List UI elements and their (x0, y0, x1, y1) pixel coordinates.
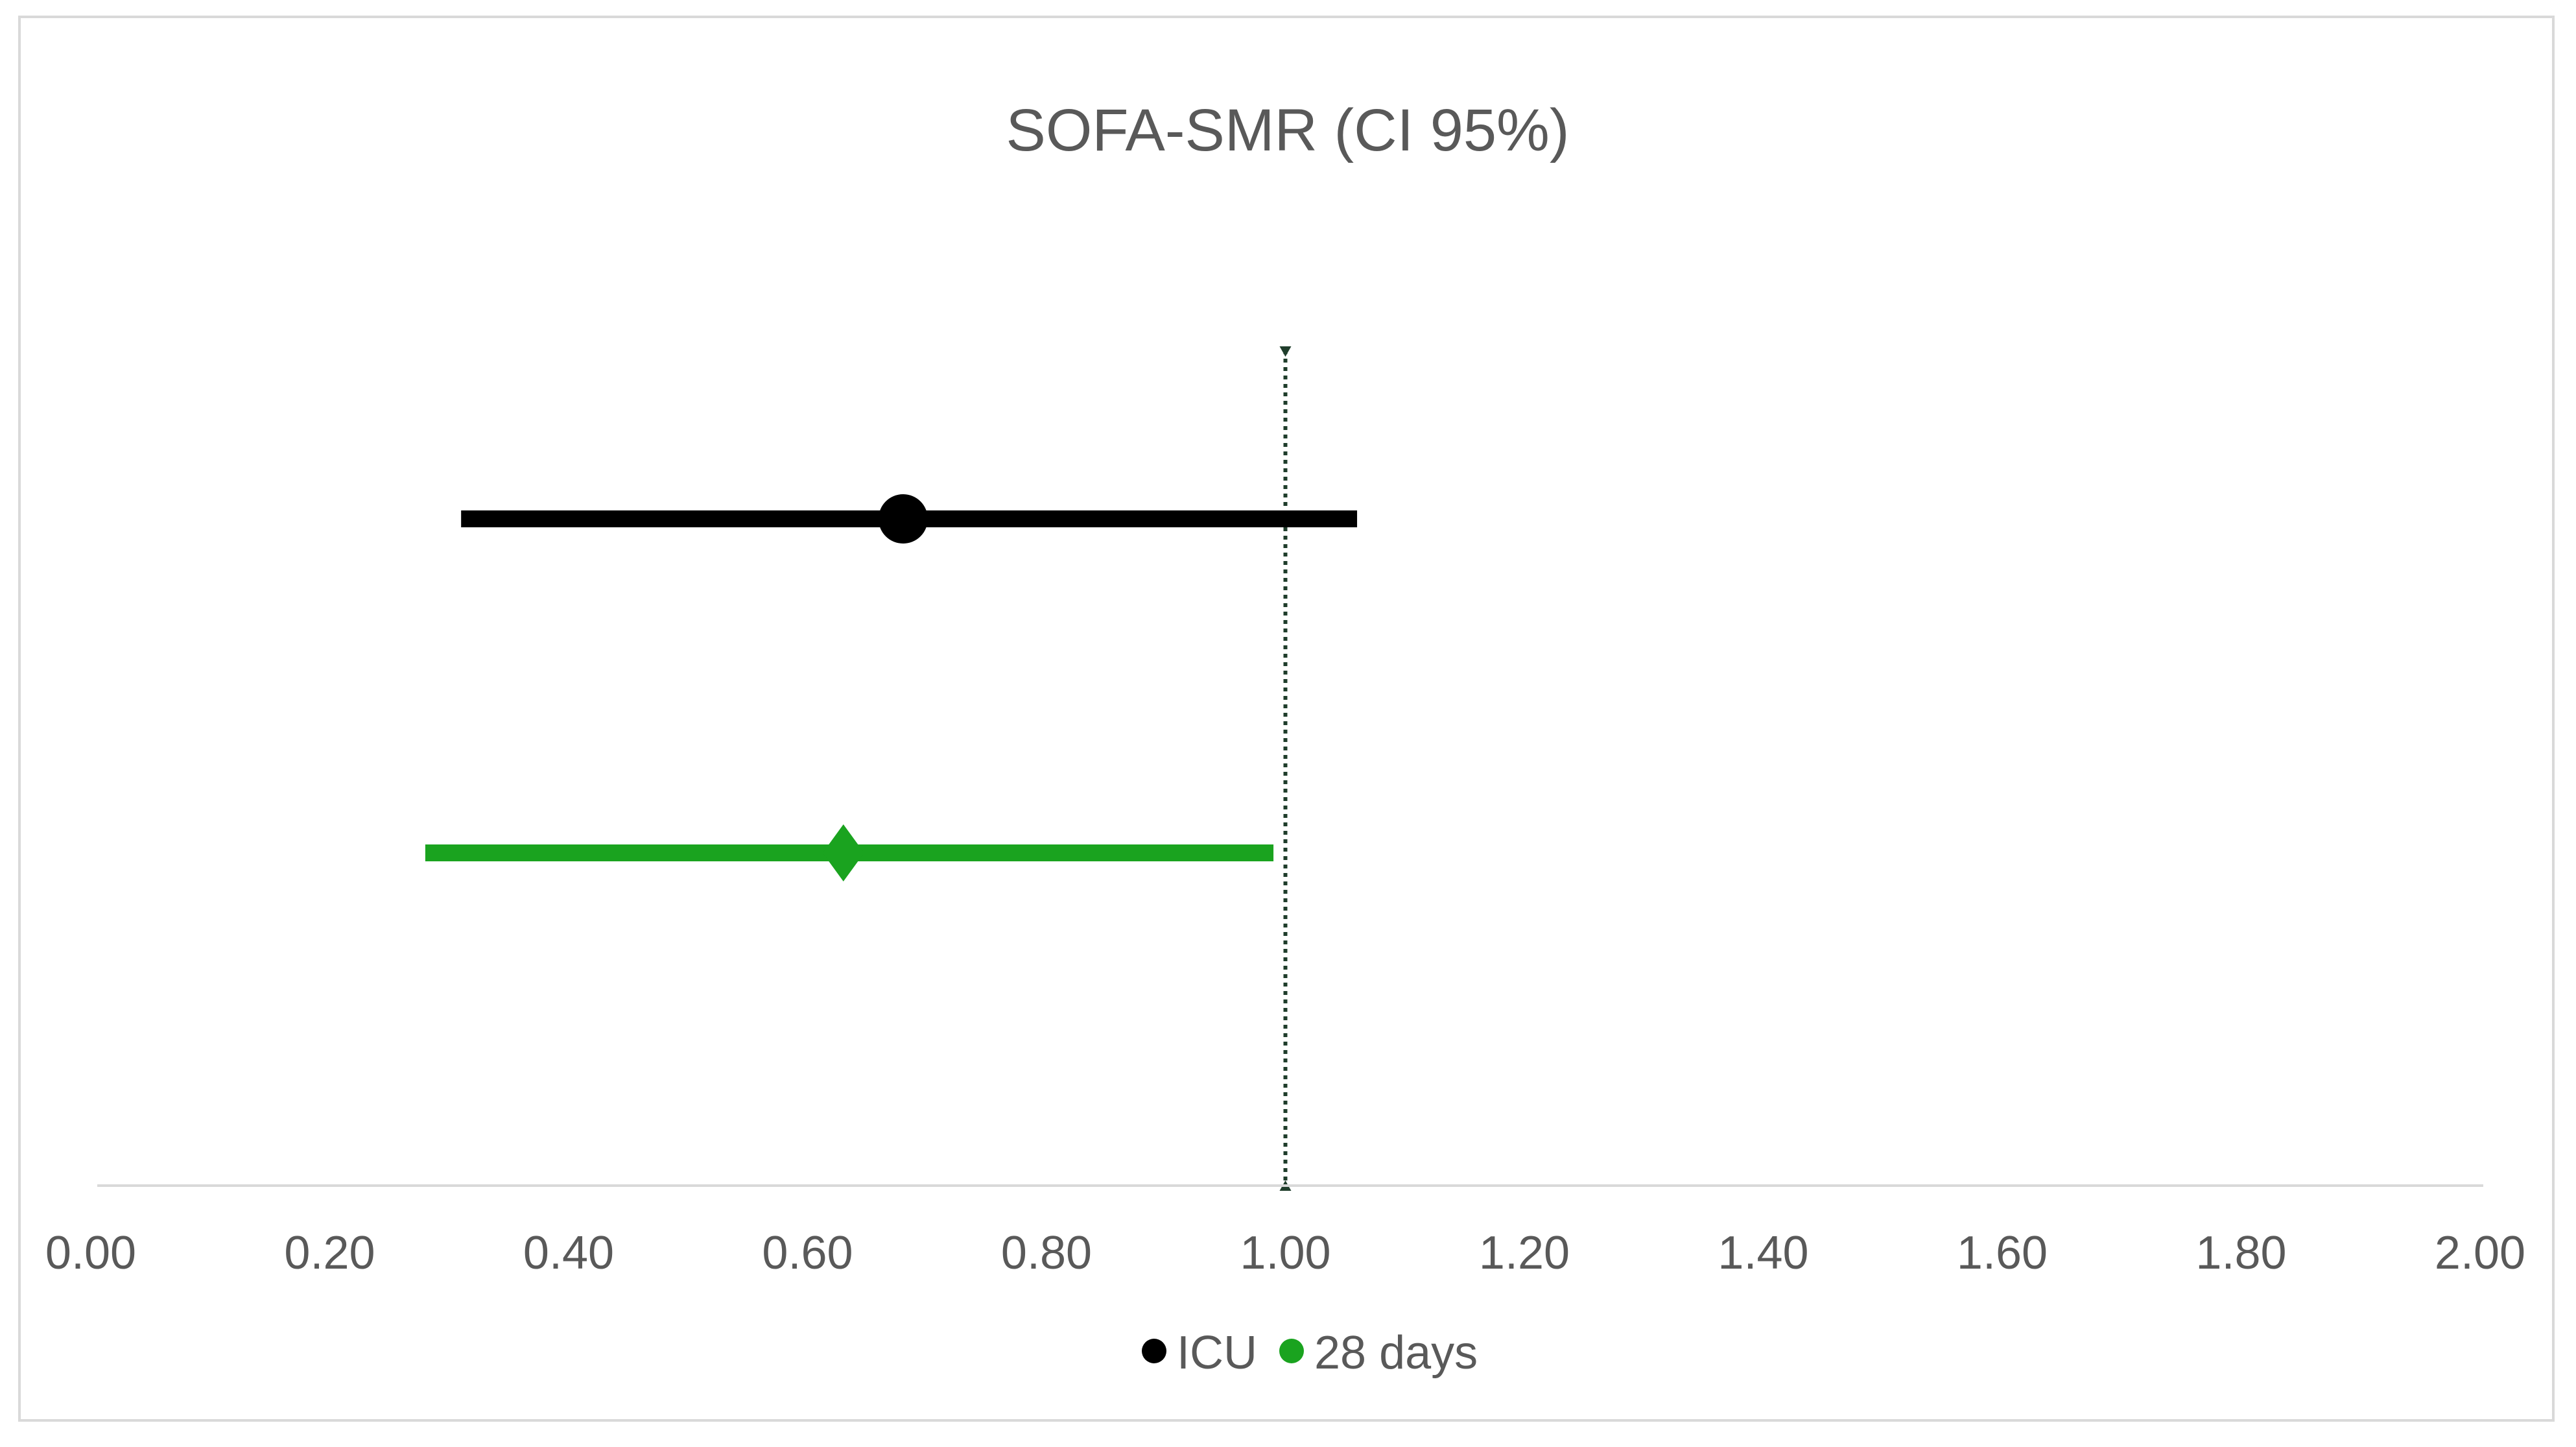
plot-area (425, 346, 1358, 1191)
point-estimate-marker (822, 824, 864, 881)
x-tick-label: 0.80 (1001, 1227, 1092, 1279)
x-tick-label: 1.40 (1718, 1227, 1808, 1279)
chart-title: SOFA-SMR (CI 95%) (1006, 97, 1569, 163)
x-tick-label: 2.00 (2435, 1227, 2525, 1279)
x-tick-label: 1.00 (1240, 1227, 1330, 1279)
x-tick-label: 1.80 (2195, 1227, 2286, 1279)
x-tick-label: 0.60 (762, 1227, 853, 1279)
reference-line-cap-top (1279, 346, 1292, 357)
x-axis: 0.00 0.20 0.40 0.60 0.80 1.00 1.20 1.40 1.60 1.80… (45, 1184, 2525, 1279)
legend-label: 28 days (1314, 1327, 1478, 1379)
x-tick-label: 0.20 (284, 1227, 375, 1279)
legend: ICU 28 days (1142, 1327, 1478, 1379)
legend-marker (1142, 1339, 1166, 1363)
x-tick-label: 1.60 (1957, 1227, 2048, 1279)
legend-marker (1279, 1339, 1304, 1363)
point-estimate-marker (878, 494, 928, 544)
x-tick-label: 0.00 (45, 1227, 136, 1279)
legend-label: ICU (1177, 1327, 1257, 1379)
x-tick-label: 1.20 (1479, 1227, 1570, 1279)
x-tick-label: 0.40 (523, 1227, 614, 1279)
